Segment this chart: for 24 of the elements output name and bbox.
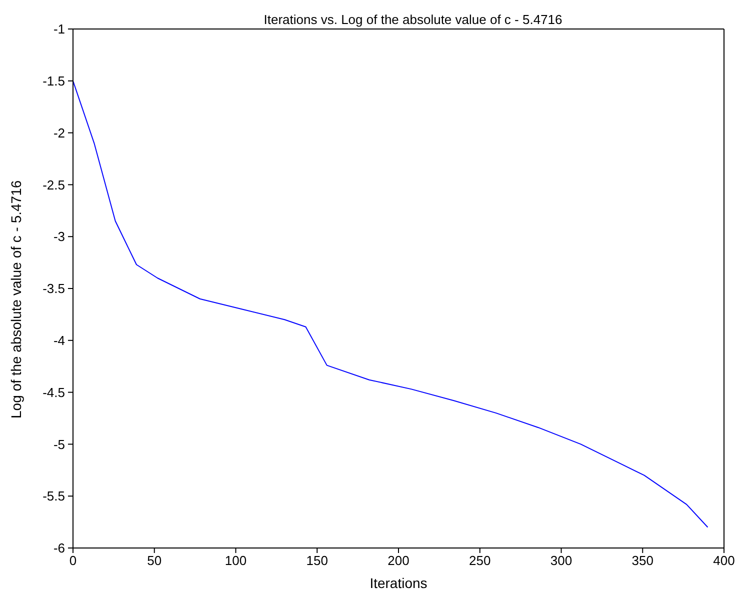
chart-title: Iterations vs. Log of the absolute value of c - 5.4716 — [262, 12, 564, 27]
x-tick-label: 250 — [469, 553, 491, 568]
y-tick-label: -1 — [53, 22, 65, 37]
x-tick-label: 350 — [632, 553, 654, 568]
x-tick-label: 100 — [224, 553, 247, 568]
y-tick-label: -2 — [53, 125, 65, 140]
y-tick-label: -4.5 — [42, 384, 65, 400]
x-tick-label: 200 — [388, 553, 410, 568]
y-tick-label: -3.5 — [42, 281, 65, 296]
x-tick-label: 400 — [713, 553, 735, 568]
y-tick-label: -5 — [53, 436, 65, 452]
x-tick-label: 150 — [306, 553, 328, 568]
x-tick-label: 50 — [147, 553, 162, 568]
y-tick-label: -4 — [53, 333, 65, 348]
y-axis-title: Log of the absolute value of c - 5.4716 — [8, 180, 24, 418]
y-tick-label: -2.5 — [42, 177, 65, 192]
x-axis-title: Iterations — [370, 575, 428, 591]
y-tick-label: -6 — [53, 540, 65, 556]
y-tick-label: -1.5 — [42, 74, 65, 89]
x-tick-label: 300 — [550, 553, 572, 568]
y-tick-label: -3 — [53, 229, 65, 244]
y-tick-label: -5.5 — [42, 488, 65, 504]
line-series — [73, 80, 708, 528]
x-tick-label: 0 — [69, 553, 77, 568]
